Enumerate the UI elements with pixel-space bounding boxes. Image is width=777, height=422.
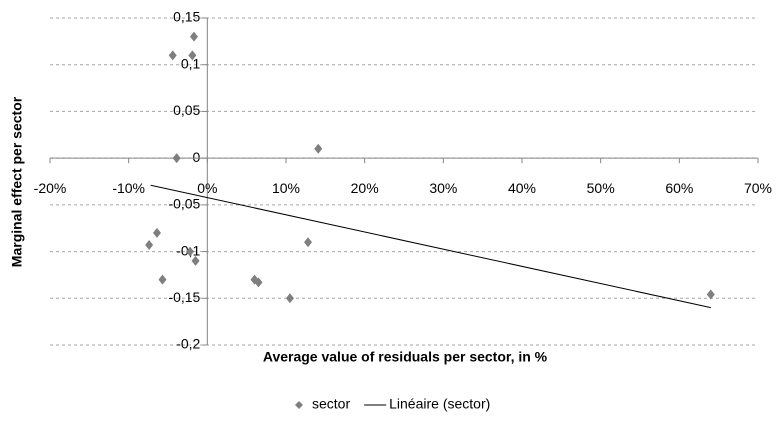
- data-point: [706, 289, 715, 300]
- data-point: [145, 240, 154, 251]
- data-point: [158, 274, 167, 285]
- y-tick-label: 0,05: [173, 102, 200, 118]
- data-point: [188, 50, 197, 61]
- x-tick-label: 20%: [351, 180, 379, 196]
- data-point: [191, 255, 200, 266]
- x-axis-title: Average value of residuals per sector, i…: [263, 349, 548, 365]
- y-tick-label: 0,15: [173, 9, 200, 25]
- x-tick-label: 60%: [665, 180, 693, 196]
- y-axis-title: Marginal effect per sector: [9, 96, 25, 267]
- data-point: [314, 143, 323, 154]
- legend-label: sector: [312, 396, 350, 412]
- x-tick-label: 50%: [587, 180, 615, 196]
- data-point: [254, 277, 263, 288]
- x-tick-label: 40%: [508, 180, 536, 196]
- data-point: [172, 153, 181, 164]
- data-point: [152, 227, 161, 238]
- trend-line: [150, 184, 711, 309]
- legend-label: Linéaire (sector): [389, 396, 490, 412]
- data-point: [186, 246, 195, 257]
- data-point: [168, 50, 177, 61]
- x-tick-label: 30%: [429, 180, 457, 196]
- x-tick-label: 0%: [197, 180, 217, 196]
- x-tick-label: -10%: [112, 180, 145, 196]
- data-point: [285, 293, 294, 304]
- data-point: [189, 31, 198, 42]
- legend-marker: [295, 401, 303, 409]
- x-tick-label: -20%: [34, 180, 67, 196]
- data-point: [304, 237, 313, 248]
- y-tick-label: -0,15: [168, 289, 200, 305]
- x-tick-label: 10%: [272, 180, 300, 196]
- y-tick-label: 0: [193, 149, 201, 165]
- y-tick-label: -0,2: [176, 336, 200, 352]
- y-tick-label: -0,05: [168, 196, 200, 212]
- y-tick-label: 0,1: [181, 55, 201, 71]
- x-tick-label: 70%: [744, 180, 772, 196]
